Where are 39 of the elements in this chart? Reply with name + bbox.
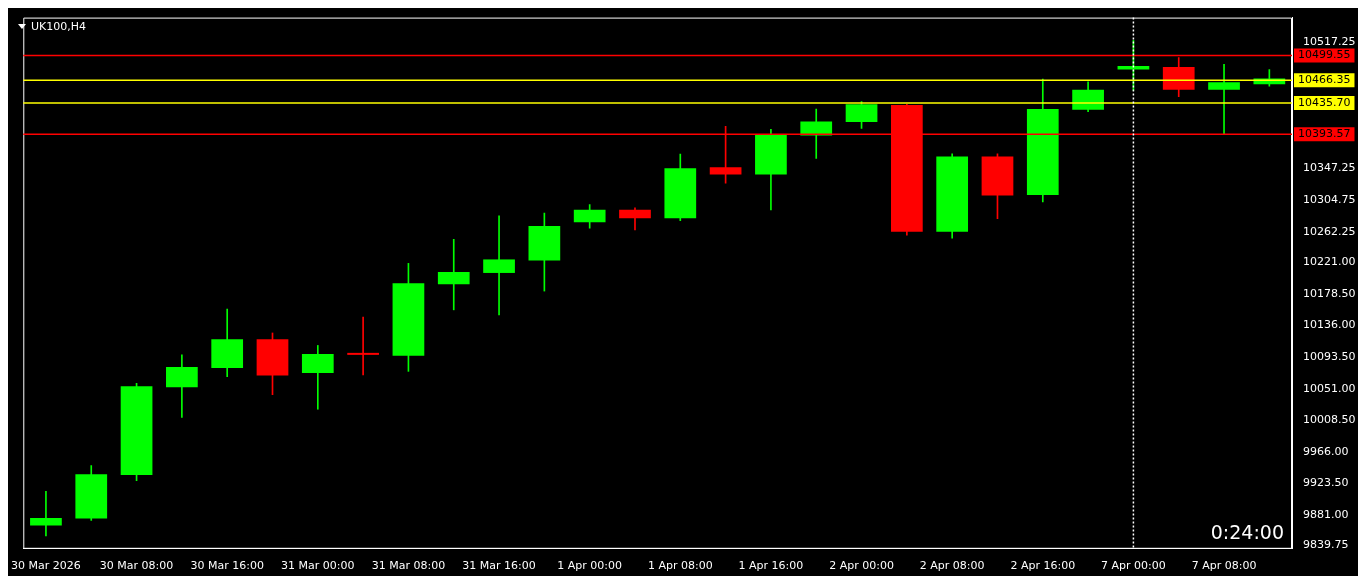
candlestick [347, 316, 379, 376]
y-tick-label: 10347.25 [1303, 161, 1356, 175]
x-tick-label: 31 Mar 08:00 [371, 559, 446, 573]
y-tick-label: 9923.50 [1303, 476, 1349, 490]
x-tick-label: 1 Apr 00:00 [557, 559, 623, 573]
x-tick-label: 30 Mar 16:00 [190, 559, 264, 573]
candlestick [30, 490, 62, 537]
y-tick-label: 9881.00 [1303, 507, 1349, 521]
annotation: 0:24:00 [1210, 520, 1284, 543]
candlestick [1208, 63, 1240, 135]
candlestick [437, 238, 470, 311]
y-tick-label: 10262.25 [1303, 224, 1356, 238]
y-tick-label: 10517.25 [1303, 35, 1356, 49]
y-tick-label: 10304.75 [1303, 193, 1356, 207]
y-tick-label: 10093.50 [1303, 349, 1356, 363]
x-tick-label: 2 Apr 08:00 [919, 559, 985, 573]
y-tick-label: 9966.00 [1303, 444, 1349, 458]
y-tick-label: 10051.00 [1303, 381, 1356, 395]
x-tick-label: 1 Apr 16:00 [738, 559, 804, 573]
x-tick-label: 31 Mar 16:00 [462, 559, 536, 573]
x-tick-label: 30 Mar 08:00 [99, 559, 174, 573]
y-tick-label: 10136.00 [1303, 318, 1356, 332]
ref-line-label: 10499.55 [1298, 48, 1351, 62]
ref-line-label: 10393.57 [1298, 127, 1351, 141]
chart-title: UK100,H4 [31, 20, 87, 33]
candlestick [483, 215, 515, 316]
ref-line-label: 10466.35 [1298, 73, 1351, 87]
x-tick-label: 31 Mar 00:00 [281, 559, 355, 573]
x-tick-label: 1 Apr 08:00 [647, 559, 713, 573]
x-tick-label: 7 Apr 00:00 [1101, 559, 1166, 573]
y-tick-label: 9839.75 [1303, 538, 1349, 552]
y-tick-label: 10221.00 [1303, 255, 1356, 269]
y-tick-label: 10008.50 [1303, 413, 1356, 427]
x-tick-label: 7 Apr 08:00 [1191, 559, 1257, 573]
x-tick-label: 30 Mar 2026 [11, 559, 81, 573]
x-tick-label: 2 Apr 16:00 [1010, 559, 1076, 573]
y-tick-label: 10178.50 [1303, 286, 1356, 300]
ref-line-label: 10435.70 [1298, 95, 1351, 109]
x-tick-label: 2 Apr 00:00 [829, 559, 894, 573]
